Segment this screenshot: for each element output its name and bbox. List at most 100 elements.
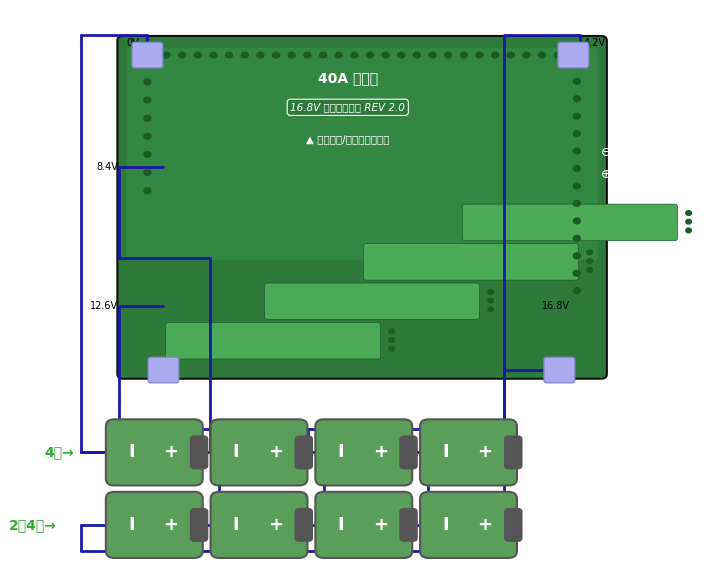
Circle shape bbox=[573, 288, 580, 293]
Circle shape bbox=[573, 61, 580, 67]
Circle shape bbox=[389, 346, 394, 351]
Circle shape bbox=[288, 52, 295, 58]
FancyBboxPatch shape bbox=[400, 509, 417, 541]
Circle shape bbox=[429, 52, 436, 58]
FancyBboxPatch shape bbox=[364, 244, 578, 280]
Circle shape bbox=[351, 52, 358, 58]
Circle shape bbox=[573, 201, 580, 206]
Circle shape bbox=[461, 52, 467, 58]
Text: +: + bbox=[163, 516, 178, 534]
Circle shape bbox=[573, 235, 580, 241]
Circle shape bbox=[335, 52, 342, 58]
Circle shape bbox=[523, 52, 530, 58]
FancyBboxPatch shape bbox=[265, 283, 480, 320]
Circle shape bbox=[366, 52, 374, 58]
Circle shape bbox=[319, 52, 327, 58]
Circle shape bbox=[587, 267, 593, 272]
Text: I: I bbox=[442, 443, 448, 462]
Circle shape bbox=[686, 228, 692, 233]
Text: 0V: 0V bbox=[126, 38, 139, 49]
FancyBboxPatch shape bbox=[420, 492, 517, 558]
FancyBboxPatch shape bbox=[126, 48, 597, 260]
Text: I: I bbox=[128, 516, 135, 534]
Circle shape bbox=[304, 52, 311, 58]
Circle shape bbox=[144, 115, 151, 121]
Circle shape bbox=[573, 113, 580, 119]
FancyBboxPatch shape bbox=[296, 436, 312, 469]
Circle shape bbox=[144, 170, 151, 176]
Circle shape bbox=[573, 183, 580, 189]
Circle shape bbox=[492, 52, 498, 58]
Circle shape bbox=[445, 52, 451, 58]
Circle shape bbox=[144, 97, 151, 103]
Circle shape bbox=[538, 52, 545, 58]
FancyBboxPatch shape bbox=[106, 419, 202, 485]
Text: +: + bbox=[373, 443, 388, 462]
Text: 8.4V: 8.4V bbox=[96, 162, 118, 172]
FancyBboxPatch shape bbox=[210, 419, 307, 485]
Circle shape bbox=[144, 188, 151, 194]
Circle shape bbox=[389, 329, 394, 333]
Circle shape bbox=[573, 166, 580, 172]
FancyBboxPatch shape bbox=[420, 419, 517, 485]
Circle shape bbox=[272, 52, 279, 58]
Circle shape bbox=[210, 52, 217, 58]
Circle shape bbox=[573, 96, 580, 101]
Text: 2并4串→: 2并4串→ bbox=[9, 518, 56, 532]
Circle shape bbox=[148, 52, 155, 58]
Circle shape bbox=[241, 52, 248, 58]
Circle shape bbox=[488, 298, 493, 303]
Text: +: + bbox=[163, 443, 178, 462]
FancyBboxPatch shape bbox=[118, 36, 607, 379]
Circle shape bbox=[398, 52, 405, 58]
Circle shape bbox=[573, 218, 580, 224]
Circle shape bbox=[570, 52, 577, 58]
Circle shape bbox=[554, 52, 561, 58]
Text: I: I bbox=[337, 443, 344, 462]
Circle shape bbox=[257, 52, 264, 58]
FancyBboxPatch shape bbox=[505, 509, 521, 541]
Text: +: + bbox=[478, 516, 493, 534]
Circle shape bbox=[573, 78, 580, 84]
FancyBboxPatch shape bbox=[296, 509, 312, 541]
Text: I: I bbox=[442, 516, 448, 534]
Circle shape bbox=[488, 289, 493, 294]
FancyBboxPatch shape bbox=[132, 42, 163, 68]
Circle shape bbox=[686, 211, 692, 215]
Circle shape bbox=[686, 219, 692, 224]
Circle shape bbox=[573, 130, 580, 136]
Text: ⊕: ⊕ bbox=[601, 168, 612, 180]
Circle shape bbox=[144, 61, 151, 67]
Circle shape bbox=[573, 148, 580, 154]
Circle shape bbox=[179, 52, 185, 58]
Circle shape bbox=[476, 52, 483, 58]
FancyBboxPatch shape bbox=[148, 357, 179, 383]
Circle shape bbox=[195, 52, 201, 58]
Circle shape bbox=[573, 270, 580, 276]
Circle shape bbox=[382, 52, 389, 58]
Text: 16.8V 锂电池保护板 REV 2.0: 16.8V 锂电池保护板 REV 2.0 bbox=[290, 102, 405, 113]
FancyBboxPatch shape bbox=[191, 509, 207, 541]
Text: 16.8V: 16.8V bbox=[542, 301, 570, 311]
Text: +: + bbox=[478, 443, 493, 462]
FancyBboxPatch shape bbox=[505, 436, 521, 469]
FancyBboxPatch shape bbox=[165, 322, 381, 359]
Text: I: I bbox=[232, 516, 240, 534]
Circle shape bbox=[144, 79, 151, 85]
Text: +: + bbox=[268, 443, 283, 462]
Text: ▲ 适用电机/电钻，禁止短路: ▲ 适用电机/电钻，禁止短路 bbox=[306, 134, 389, 144]
Text: 12.6V: 12.6V bbox=[90, 301, 118, 311]
Text: 4串→: 4串→ bbox=[44, 445, 74, 459]
Circle shape bbox=[225, 52, 232, 58]
FancyBboxPatch shape bbox=[558, 42, 589, 68]
Text: I: I bbox=[232, 443, 240, 462]
Circle shape bbox=[587, 259, 593, 263]
FancyBboxPatch shape bbox=[400, 436, 417, 469]
Circle shape bbox=[144, 151, 151, 157]
FancyBboxPatch shape bbox=[315, 492, 412, 558]
FancyBboxPatch shape bbox=[315, 419, 412, 485]
Circle shape bbox=[163, 52, 170, 58]
FancyBboxPatch shape bbox=[210, 492, 307, 558]
Text: 4.2V: 4.2V bbox=[584, 38, 606, 49]
Circle shape bbox=[389, 338, 394, 342]
